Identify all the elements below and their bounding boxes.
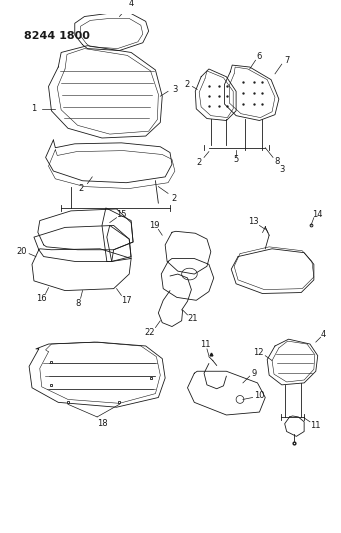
Text: 13: 13 — [248, 217, 259, 226]
Text: 12: 12 — [253, 348, 264, 357]
Text: 16: 16 — [36, 294, 47, 303]
Text: 2: 2 — [196, 158, 202, 167]
Text: 18: 18 — [97, 419, 107, 428]
Text: 2: 2 — [78, 184, 83, 193]
Text: 11: 11 — [311, 421, 321, 430]
Text: 14: 14 — [312, 211, 323, 219]
Text: 8: 8 — [75, 298, 80, 308]
Text: 9: 9 — [252, 369, 257, 378]
Text: 17: 17 — [121, 296, 132, 305]
Text: 1: 1 — [31, 104, 36, 114]
Text: 15: 15 — [116, 211, 127, 219]
Text: 19: 19 — [149, 221, 160, 230]
Text: 21: 21 — [187, 314, 198, 324]
Text: 11: 11 — [200, 340, 210, 349]
Text: 22: 22 — [144, 328, 155, 337]
Text: 2: 2 — [171, 194, 177, 203]
Text: 8244 1800: 8244 1800 — [24, 31, 90, 41]
Text: 2: 2 — [185, 80, 190, 89]
Text: 10: 10 — [254, 391, 265, 400]
Text: 5: 5 — [234, 155, 239, 164]
Text: 8: 8 — [274, 157, 280, 166]
Text: 3: 3 — [279, 165, 284, 174]
Text: 20: 20 — [16, 247, 27, 256]
Text: 6: 6 — [257, 52, 262, 61]
Text: 4: 4 — [321, 330, 326, 339]
Text: 7: 7 — [284, 56, 289, 64]
Text: 4: 4 — [129, 0, 134, 9]
Text: 3: 3 — [172, 85, 178, 94]
